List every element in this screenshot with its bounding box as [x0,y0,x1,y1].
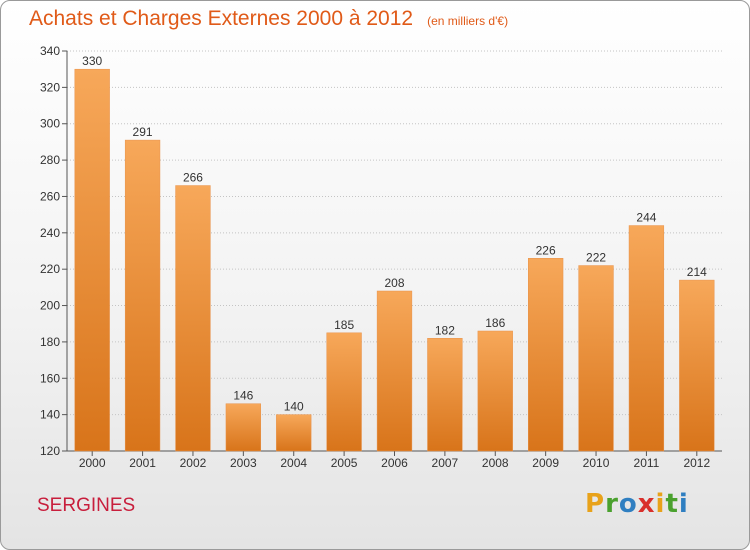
x-tick-label-2004: 2004 [280,456,307,470]
bar-2001 [124,139,161,452]
y-tick-label: 160 [40,371,60,385]
bar-2000 [74,68,110,452]
y-tick-label: 120 [40,444,60,458]
logo-letter: i [655,489,666,519]
x-tick-label-2007: 2007 [432,456,459,470]
logo-letter: r [605,489,619,519]
chart-subtitle: (en milliers d'€) [427,14,509,28]
x-tick-label-2009: 2009 [532,456,559,470]
chart-title: Achats et Charges Externes 2000 à 2012 [29,7,414,30]
y-tick-label: 300 [40,117,60,131]
x-tick-label-2006: 2006 [381,456,408,470]
data-label-2009: 226 [536,243,556,257]
bar-2003 [225,403,261,452]
y-tick-label: 240 [40,226,60,240]
x-tick-label-2011: 2011 [634,456,660,470]
data-label-2006: 208 [384,276,404,290]
x-tick-label-2005: 2005 [331,456,358,470]
data-label-2007: 182 [435,323,455,337]
x-tick-label-2001: 2001 [129,456,156,470]
bar-2011 [628,225,665,452]
x-tick-label-2003: 2003 [230,456,257,470]
bar-2006 [376,290,413,452]
bar-2007 [427,338,463,452]
data-label-2001: 291 [133,125,153,139]
bar-2002 [175,185,211,452]
bar-2012 [679,279,715,452]
y-tick-label: 220 [40,262,60,276]
data-label-2008: 186 [485,316,505,330]
logo-letter: x [637,489,656,519]
y-tick-label: 280 [40,153,60,167]
logo-letter: P [585,489,606,519]
x-tick-label-2012: 2012 [683,456,710,470]
x-tick-label-2008: 2008 [482,456,509,470]
y-tick-label: 180 [40,335,60,349]
data-label-2000: 330 [82,54,102,68]
x-tick-label-2002: 2002 [180,456,207,470]
data-label-2004: 140 [284,400,304,414]
data-label-2005: 185 [334,318,354,332]
bar-2009 [528,258,564,452]
bar-2004 [276,414,312,452]
data-label-2002: 266 [183,171,203,185]
chart-title-block: Achats et Charges Externes 2000 à 2012 (e… [29,7,508,31]
y-tick-label: 200 [40,299,60,313]
bar-2005 [326,332,362,452]
x-tick-label-2000: 2000 [79,456,106,470]
data-label-2003: 146 [233,389,253,403]
data-label-2012: 214 [687,265,707,279]
logo-letter: o [618,489,638,519]
logo-letter: i [678,489,689,519]
y-tick-label: 340 [40,44,60,58]
bar-2010 [578,265,614,452]
y-tick-label: 260 [40,189,60,203]
proxiti-logo: Proxiti [585,489,689,519]
data-label-2010: 222 [586,251,606,265]
x-tick-label-2010: 2010 [583,456,610,470]
y-tick-label: 320 [40,80,60,94]
data-label-2011: 244 [636,211,656,225]
y-tick-label: 140 [40,408,60,422]
bar-2008 [477,330,513,452]
logo-letter: t [665,489,679,519]
commune-name: SERGINES [37,495,136,516]
